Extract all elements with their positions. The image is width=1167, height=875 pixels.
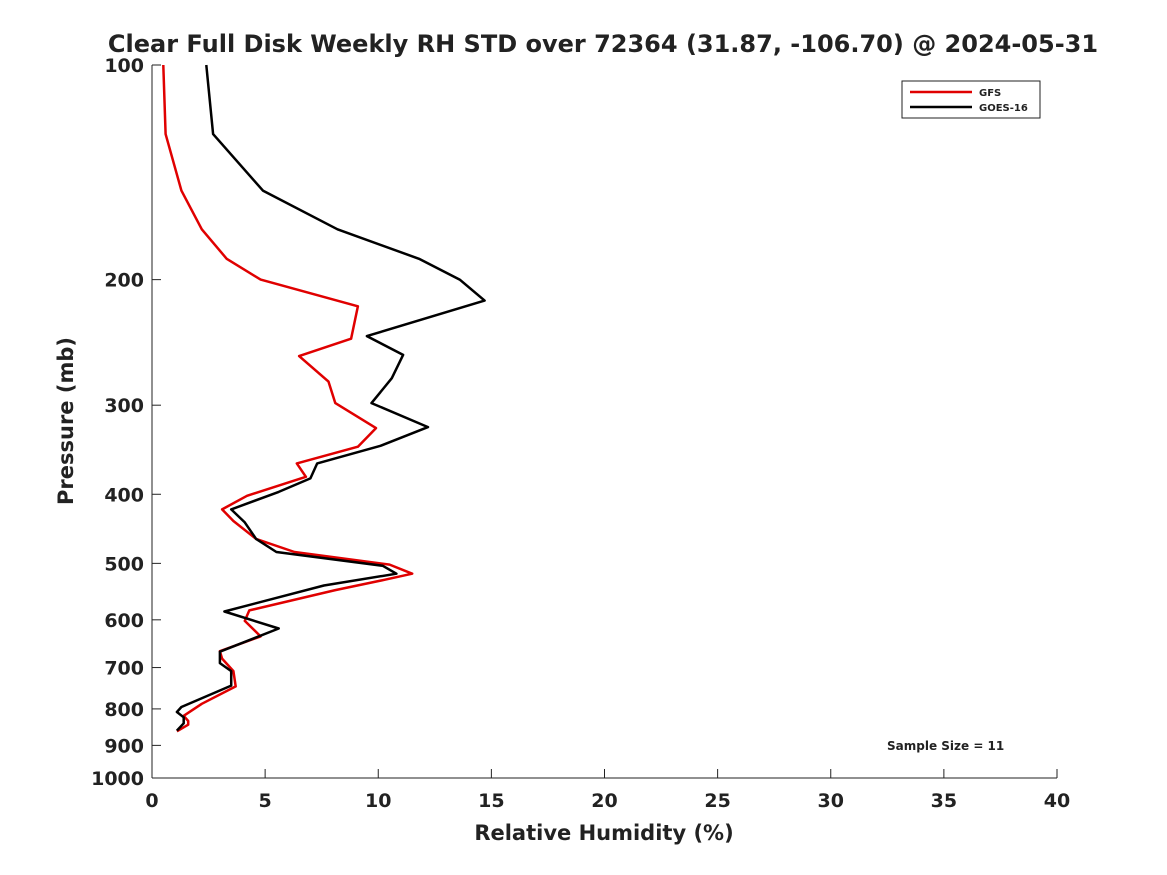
y-tick-label: 500 bbox=[104, 553, 144, 575]
legend-box bbox=[901, 80, 1041, 119]
x-tick-label: 40 bbox=[1044, 790, 1070, 812]
x-ticks: 0 5 10 15 20 25 30 35 40 bbox=[145, 769, 1070, 812]
legend: GFS GOES-16 bbox=[901, 80, 1041, 119]
x-tick-label: 30 bbox=[818, 790, 844, 812]
x-tick-label: 10 bbox=[365, 790, 391, 812]
y-tick-label: 300 bbox=[104, 395, 144, 417]
x-tick-label: 35 bbox=[931, 790, 957, 812]
series-line-goes16 bbox=[175, 64, 486, 732]
series-line-gfs bbox=[162, 64, 414, 733]
chart-title: Clear Full Disk Weekly RH STD over 72364… bbox=[108, 30, 1098, 58]
sample-size-annotation: Sample Size = 11 bbox=[887, 739, 1004, 753]
y-tick-label: 800 bbox=[104, 699, 144, 721]
x-tick-label: 25 bbox=[704, 790, 730, 812]
x-tick-label: 15 bbox=[478, 790, 504, 812]
plot-area bbox=[162, 64, 486, 733]
y-tick-label: 100 bbox=[104, 55, 144, 77]
legend-label-gfs: GFS bbox=[979, 88, 1001, 99]
y-tick-label: 400 bbox=[104, 484, 144, 506]
legend-label-goes16: GOES-16 bbox=[979, 103, 1028, 114]
x-tick-label: 5 bbox=[259, 790, 272, 812]
y-tick-label: 600 bbox=[104, 610, 144, 632]
x-tick-label: 20 bbox=[591, 790, 617, 812]
x-tick-label: 0 bbox=[145, 790, 158, 812]
axes bbox=[151, 65, 1057, 779]
y-tick-label: 1000 bbox=[91, 768, 144, 790]
y-tick-label: 200 bbox=[104, 270, 144, 292]
y-ticks: 100 200 300 400 500 600 700 800 900 1000 bbox=[91, 55, 161, 790]
y-axis-label: Pressure (mb) bbox=[54, 337, 78, 505]
y-tick-label: 700 bbox=[104, 658, 144, 680]
y-tick-label: 900 bbox=[104, 735, 144, 757]
x-axis-label: Relative Humidity (%) bbox=[474, 821, 733, 845]
